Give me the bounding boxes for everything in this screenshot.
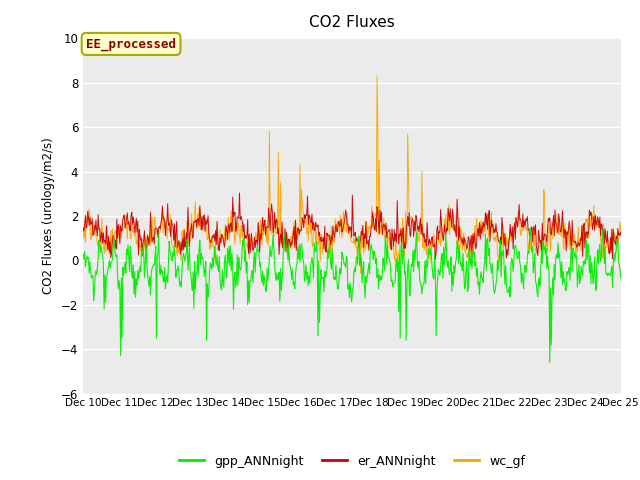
gpp_ANNnight (527, 225, 534, 231)
Text: EE_processed: EE_processed (86, 37, 176, 50)
er_ANNnight (435, 237, 442, 242)
gpp_ANNnight (617, 276, 625, 282)
wc_gf (419, 245, 426, 251)
er_ANNnight (89, 232, 97, 238)
er_ANNnight (236, 190, 243, 196)
Line: wc_gf: wc_gf (83, 76, 621, 273)
wc_gf (145, 234, 152, 240)
gpp_ANNnight (433, 290, 441, 296)
gpp_ANNnight (227, 268, 235, 274)
Legend: gpp_ANNnight, er_ANNnight, wc_gf: gpp_ANNnight, er_ANNnight, wc_gf (174, 450, 530, 473)
gpp_ANNnight (145, 277, 152, 283)
er_ANNnight (431, 256, 439, 262)
er_ANNnight (227, 220, 235, 226)
wc_gf (435, 235, 442, 240)
gpp_ANNnight (546, 360, 554, 365)
er_ANNnight (199, 227, 207, 232)
wc_gf (617, 228, 625, 234)
Line: er_ANNnight: er_ANNnight (83, 193, 621, 259)
Title: CO2 Fluxes: CO2 Fluxes (309, 15, 395, 30)
gpp_ANNnight (79, 252, 87, 257)
er_ANNnight (145, 236, 152, 242)
er_ANNnight (617, 229, 625, 235)
gpp_ANNnight (89, 273, 97, 278)
Line: gpp_ANNnight: gpp_ANNnight (83, 228, 621, 362)
gpp_ANNnight (417, 283, 425, 289)
wc_gf (89, 222, 97, 228)
wc_gf (373, 73, 381, 79)
wc_gf (356, 270, 364, 276)
Y-axis label: CO2 Fluxes (urology/m2/s): CO2 Fluxes (urology/m2/s) (42, 138, 56, 294)
wc_gf (199, 219, 207, 225)
gpp_ANNnight (199, 254, 207, 260)
wc_gf (79, 227, 87, 232)
er_ANNnight (79, 225, 87, 230)
er_ANNnight (418, 221, 426, 227)
wc_gf (227, 208, 235, 214)
